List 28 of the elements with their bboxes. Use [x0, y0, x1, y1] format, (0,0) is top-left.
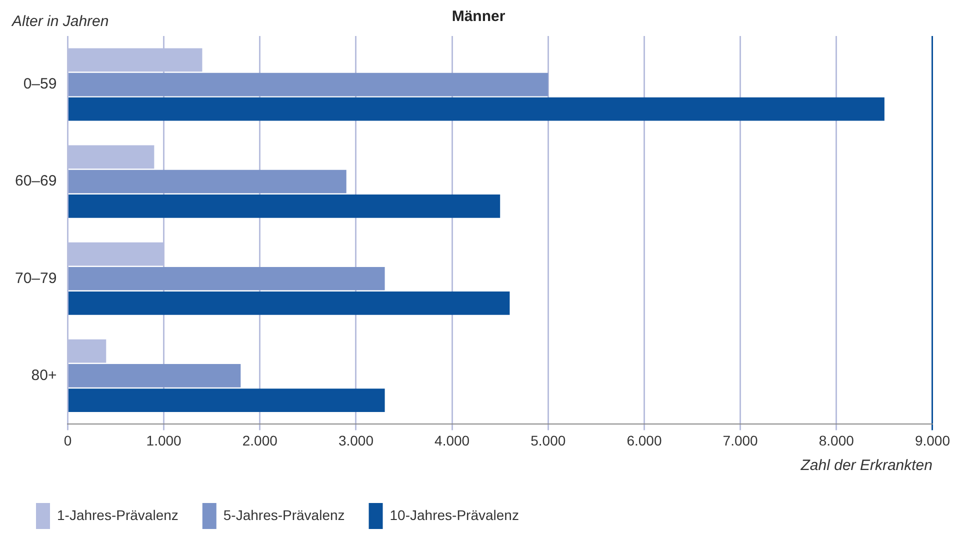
- bar: [68, 364, 241, 388]
- bar: [68, 194, 500, 218]
- bar: [68, 388, 385, 412]
- bar: [68, 72, 548, 96]
- bar: [68, 292, 510, 315]
- bar: [68, 170, 346, 194]
- bar: [68, 97, 884, 121]
- x-tick-label: 0: [64, 432, 72, 448]
- chart-title: Männer: [452, 8, 506, 26]
- y-tick-label: 0–59: [23, 76, 57, 93]
- bar: [68, 266, 385, 290]
- x-tick-label: 9.000: [914, 432, 950, 448]
- x-tick-label: 3.000: [338, 432, 374, 448]
- legend-label: 10-Jahres-Prävalenz: [390, 506, 519, 523]
- x-tick-label: 2.000: [242, 432, 278, 448]
- legend-label: 5-Jahres-Prävalenz: [223, 506, 345, 523]
- x-axis-title: Zahl der Erkrankten: [800, 457, 932, 474]
- y-tick-label: 60–69: [14, 172, 57, 190]
- x-tick-label: 1.000: [146, 432, 182, 448]
- y-tick-label: 80+: [31, 366, 57, 384]
- legend-label: 1-Jahres-Prävalenz: [57, 506, 178, 523]
- y-axis-title: Alter in Jahren: [11, 13, 109, 30]
- x-tick-label: 8.000: [818, 432, 854, 448]
- y-tick-label: 70–79: [14, 270, 57, 287]
- x-tick-label: 5.000: [530, 432, 566, 448]
- x-tick-label: 7.000: [722, 432, 758, 448]
- x-tick-label: 6.000: [626, 432, 662, 448]
- x-tick-label: 4.000: [434, 432, 470, 448]
